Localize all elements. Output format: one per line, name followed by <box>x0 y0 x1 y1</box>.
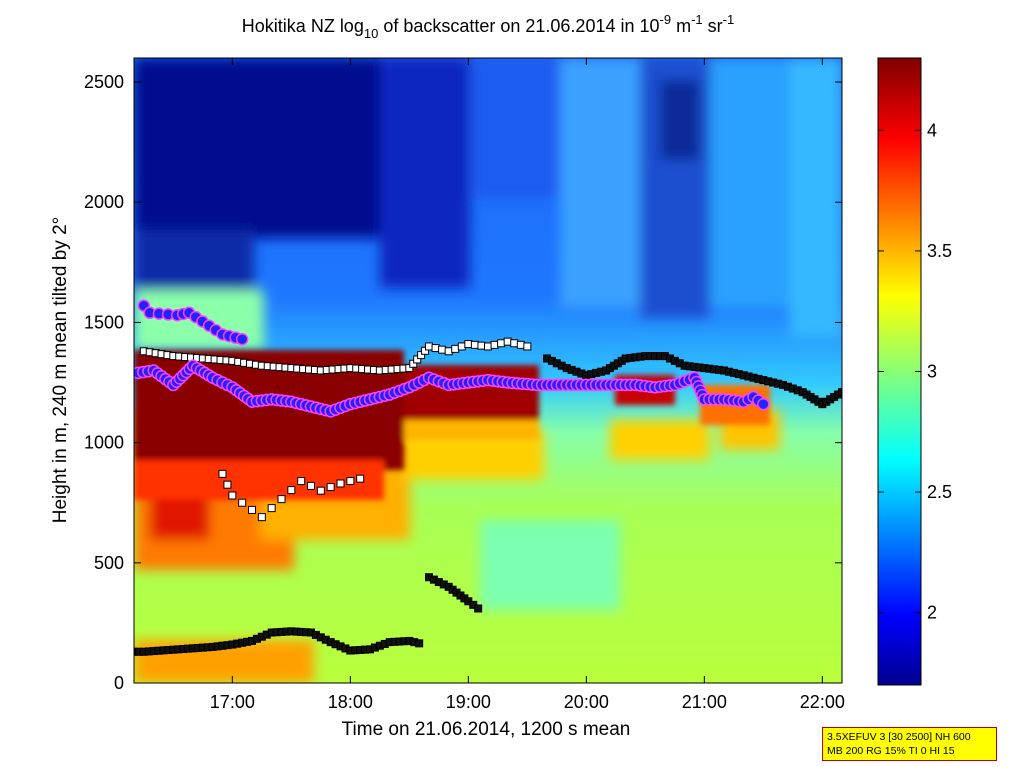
plot-frame <box>133 57 843 684</box>
x-tick-label: 21:00 <box>682 692 727 712</box>
lower-cloud-marker <box>336 479 345 488</box>
lower-cloud-marker <box>223 480 232 489</box>
cloud-top-marker <box>503 337 512 346</box>
chart-title: Hokitika NZ log10 of backscatter on 21.0… <box>242 12 734 41</box>
boundary-layer-marker <box>415 639 424 648</box>
x-tick-label: 18:00 <box>328 692 373 712</box>
lower-cloud-marker <box>267 504 276 513</box>
info-line-1: 3.5XEFUV 3 [30 2500] NH 600 <box>827 731 971 743</box>
y-axis-label: Height in m, 240 m mean tilted by 2° <box>50 217 71 523</box>
colorbar-tick-label: 2.5 <box>927 482 952 502</box>
lower-cloud-marker <box>356 474 365 483</box>
lower-cloud-marker <box>218 469 227 478</box>
upper-cloud-marker <box>235 333 249 346</box>
axes-ticks: 17:00 18:00 19:00 20:00 21:00 22:00 0 500 1000 15… <box>84 58 845 712</box>
x-tick-label: 22:00 <box>800 692 845 712</box>
residual-layer-marker <box>474 604 483 613</box>
cloud-top-marker <box>490 340 499 349</box>
plot-area <box>134 58 842 683</box>
colorbar-tick-label: 4 <box>927 120 937 140</box>
x-tick-label: 20:00 <box>564 692 609 712</box>
cloud-top-marker <box>470 340 479 349</box>
cloud-top-marker <box>444 347 453 356</box>
lower-cloud-marker <box>287 486 296 495</box>
lower-cloud-marker <box>307 481 315 490</box>
y-tick-label: 1500 <box>84 312 124 332</box>
cloud-top-marker <box>464 340 473 349</box>
lower-cloud-marker <box>228 491 237 500</box>
colorbar-tick-label: 3.5 <box>927 241 952 261</box>
cloud-top-marker <box>477 341 486 350</box>
y-tick-label: 500 <box>94 553 124 573</box>
cloud-top-marker <box>438 345 447 354</box>
cloud-top-marker <box>484 342 492 351</box>
cloud-top-marker <box>457 342 466 351</box>
lower-cloud-marker <box>238 498 247 507</box>
info-line-2: MB 200 RG 15% TI 0 HI 15 <box>827 745 955 757</box>
lower-cloud-marker <box>297 477 306 486</box>
heatmap-texture <box>134 58 842 683</box>
processing-info-box: 3.5XEFUV 3 [30 2500] NH 600 MB 200 RG 15… <box>822 727 997 761</box>
cloud-top-marker <box>497 339 506 348</box>
lower-cloud-marker <box>346 477 355 486</box>
marker-layers <box>134 299 842 656</box>
cloud-top-marker <box>510 339 519 348</box>
x-axis-label: Time on 21.06.2014, 1200 s mean <box>342 719 631 740</box>
colorbar-tick-label: 2 <box>927 603 937 623</box>
y-tick-label: 2000 <box>84 192 124 212</box>
colorbar <box>877 57 922 686</box>
cloud-top-marker <box>516 340 525 349</box>
cloud-layer-marker <box>838 388 842 397</box>
lower-cloud-marker <box>326 483 335 492</box>
x-tick-label: 17:00 <box>210 692 255 712</box>
y-tick-label: 0 <box>114 673 124 693</box>
y-tick-label: 1000 <box>84 433 124 453</box>
colorbar-tick-label: 3 <box>927 362 937 382</box>
cloud-base-marker <box>757 397 770 411</box>
cloud-top-marker <box>431 344 440 353</box>
lower-cloud-marker <box>277 495 286 504</box>
y-tick-label: 2500 <box>84 72 124 92</box>
x-tick-label: 19:00 <box>446 692 491 712</box>
cloud-top-marker <box>451 344 460 353</box>
lower-cloud-marker <box>316 486 325 495</box>
cloud-top-marker <box>425 342 433 351</box>
cloud-top-marker <box>523 342 532 351</box>
lower-cloud-marker <box>248 505 256 514</box>
lower-cloud-marker <box>257 513 266 522</box>
colorbar-ticks: 2 2.5 3 3.5 4 <box>878 120 952 623</box>
